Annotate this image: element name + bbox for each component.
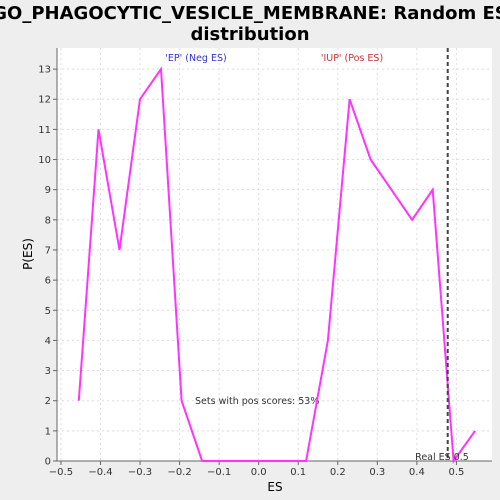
x-tick-label: 0.3 <box>369 467 385 478</box>
y-tick-label: 8 <box>45 215 51 226</box>
grid-lines <box>57 48 492 462</box>
y-tick-label: 1 <box>45 426 51 437</box>
y-tick-label: 7 <box>45 245 51 256</box>
y-tick-label: 9 <box>45 185 51 196</box>
pos-es-label: 'IUP' (Pos ES) <box>321 53 383 64</box>
x-axis-label: ES <box>267 480 282 494</box>
series-points <box>78 69 476 462</box>
axis-ticks: −0.5 −0.4 −0.3 −0.2 −0.1 0.0 0.1 0.2 0.3 0.4 0.5 0 1… <box>38 65 464 478</box>
y-tick-label: 6 <box>45 276 51 287</box>
x-tick-label: 0.1 <box>290 467 306 478</box>
plot-area <box>57 48 492 461</box>
x-tick-label: 0.0 <box>251 467 267 478</box>
y-tick-label: 0 <box>45 457 51 468</box>
x-tick-label: −0.1 <box>207 467 231 478</box>
y-tick-label: 13 <box>38 65 51 76</box>
y-tick-label: 11 <box>38 125 51 136</box>
x-tick-label: 0.4 <box>409 467 425 478</box>
series-line <box>77 66 476 464</box>
y-tick-label: 5 <box>45 306 51 317</box>
real-es-label: Real ES 0.5 <box>415 452 469 463</box>
neg-es-label: 'EP' (Neg ES) <box>165 53 226 64</box>
x-tick-label: −0.3 <box>128 467 152 478</box>
y-tick-label: 12 <box>38 95 51 106</box>
x-tick-label: −0.5 <box>49 467 73 478</box>
y-axis-label: P(ES) <box>21 238 35 270</box>
y-tick-label: 2 <box>45 396 51 407</box>
x-tick-label: 0.2 <box>330 467 346 478</box>
y-tick-label: 10 <box>38 155 51 166</box>
pos-scores-annotation: Sets with pos scores: 53% <box>195 396 319 407</box>
x-tick-label: −0.2 <box>167 467 191 478</box>
chart-title-line-1: GO_PHAGOCYTIC_VESICLE_MEMBRANE: Random E… <box>0 3 500 24</box>
x-tick-label: −0.4 <box>88 467 112 478</box>
y-tick-label: 3 <box>45 366 51 377</box>
x-tick-label: 0.5 <box>448 467 464 478</box>
chart-title-line-2: distribution <box>190 24 309 45</box>
y-tick-label: 4 <box>45 336 51 347</box>
